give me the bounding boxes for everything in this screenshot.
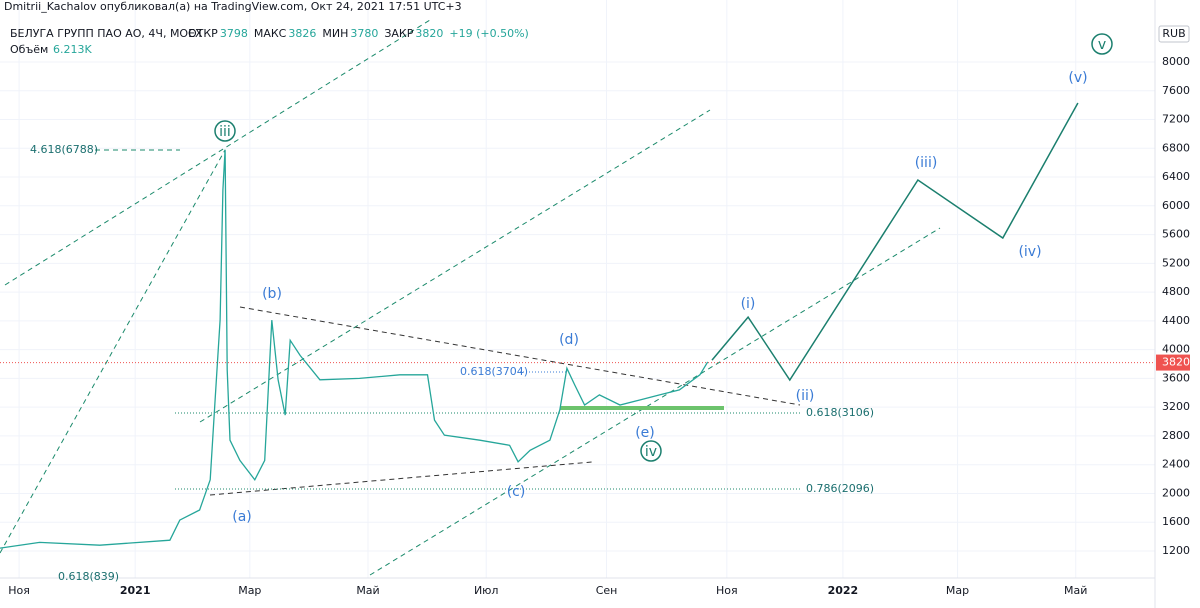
fib-label: 0.618(839)	[58, 570, 119, 583]
byline: Dmitrii_Kachalov опубликовал(а) на Tradi…	[4, 0, 462, 13]
wave-label: (a)	[232, 509, 252, 525]
ohlc-value: 3780	[350, 27, 378, 40]
wave-label: (i)	[741, 296, 756, 312]
grid	[0, 0, 1155, 578]
y-tick-label: 7600	[1162, 84, 1190, 97]
fib-label: 0.618(3704)	[460, 365, 528, 378]
fib-label: 4.618(6788)	[30, 143, 98, 156]
y-tick-label: 2400	[1162, 458, 1190, 471]
ohlc-label: МАКС	[254, 27, 287, 40]
x-tick-label: Май	[1064, 584, 1087, 597]
x-tick-label: Ноя	[8, 584, 30, 597]
x-tick-label: Май	[356, 584, 379, 597]
wave-label: (ii)	[796, 388, 815, 404]
fib-label: 0.786(2096)	[806, 482, 874, 495]
y-tick-label: 6000	[1162, 199, 1190, 212]
ohlc-value: 3798	[220, 27, 248, 40]
y-tick-label: 8000	[1162, 55, 1190, 68]
x-tick-label: Мар	[946, 584, 969, 597]
wave-label: iv	[645, 444, 657, 460]
wave-circle	[214, 120, 236, 142]
ohlc-value: 3820	[415, 27, 443, 40]
x-tick-label: Ноя	[716, 584, 738, 597]
triangle-line	[209, 461, 593, 496]
channel-line	[0, 149, 226, 554]
change: +19 (+0.50%)	[449, 27, 528, 40]
channel-line	[369, 227, 941, 576]
currency: RUB	[1162, 27, 1185, 40]
triangle-line	[239, 306, 801, 406]
wave-label: (d)	[559, 332, 579, 348]
y-tick-label: 3200	[1162, 400, 1190, 413]
channel-line	[199, 109, 711, 423]
y-tick-label: 1600	[1162, 515, 1190, 528]
fib-label: 0.618(3106)	[806, 406, 874, 419]
x-tick-label: Мар	[238, 584, 261, 597]
y-tick-label: 7200	[1162, 113, 1190, 126]
wave-label: iii	[219, 124, 231, 140]
channel-line	[4, 19, 431, 286]
currency-box	[1158, 25, 1190, 43]
price-line	[0, 149, 709, 549]
y-tick-label: 3600	[1162, 371, 1190, 384]
wave-label: (iv)	[1018, 244, 1041, 260]
volume-label: Объём	[10, 43, 48, 56]
wave-label: (e)	[635, 425, 655, 441]
wave-label: (b)	[262, 286, 282, 302]
wave-circle	[1091, 33, 1113, 55]
y-tick-label: 2800	[1162, 429, 1190, 442]
wave-circle	[640, 440, 662, 462]
ohlc-value: 3826	[288, 27, 316, 40]
ohlc-label: ЗАКР	[384, 27, 413, 40]
ohlc-label: МИН	[322, 27, 348, 40]
last-price-label: 3820	[1162, 356, 1190, 369]
y-tick-label: 6800	[1162, 141, 1190, 154]
y-tick-label: 4400	[1162, 314, 1190, 327]
x-tick-label: Сен	[596, 584, 618, 597]
labels: 1200 1600 2000 2400 2800 3200 3600 4000 4400 4800…	[8, 33, 1190, 597]
x-tick-label: Июл	[474, 584, 499, 597]
marks	[0, 102, 1155, 549]
volume-value: 6.213K	[53, 43, 92, 56]
y-tick-label: 6400	[1162, 170, 1190, 183]
y-tick-label: 4000	[1162, 343, 1190, 356]
x-tick-label: 2021	[120, 584, 151, 597]
symbol: БЕЛУГА ГРУПП ПАО АО, 4Ч, MOEX	[10, 27, 203, 40]
projection-line	[711, 102, 1079, 382]
y-tick-label: 2000	[1162, 486, 1190, 499]
wave-label: (c)	[507, 484, 526, 500]
y-tick-label: 1200	[1162, 544, 1190, 557]
y-tick-label: 5200	[1162, 256, 1190, 269]
wave-label: v	[1098, 37, 1106, 53]
y-tick-label: 5600	[1162, 228, 1190, 241]
x-tick-label: 2022	[828, 584, 859, 597]
wave-label: (v)	[1068, 70, 1087, 86]
drawings	[0, 0, 1156, 608]
last-price-box	[1156, 354, 1190, 371]
wave-label: (iii)	[915, 155, 938, 171]
ohlc-label: ОТКР	[188, 27, 218, 40]
y-tick-label: 4800	[1162, 285, 1190, 298]
